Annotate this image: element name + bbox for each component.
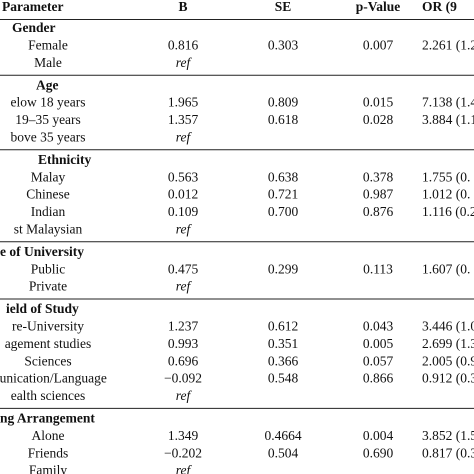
cell-p-value: 0.005 xyxy=(363,336,394,351)
cell-b: 1.349 xyxy=(168,428,199,443)
row-label: st Malaysian xyxy=(14,221,83,236)
cell-p-value: 0.987 xyxy=(363,187,394,202)
cell-b: −0.202 xyxy=(164,445,202,460)
row-label: Alone xyxy=(32,428,65,443)
cell-b: −0.092 xyxy=(164,371,202,386)
cell-se: 0.4664 xyxy=(264,428,301,443)
cell-p-value: 0.057 xyxy=(363,353,394,368)
row-label: Malay xyxy=(31,169,66,184)
cell-b: 0.475 xyxy=(168,261,199,276)
row-label: 19–35 years xyxy=(15,112,81,127)
cell-p-value: 0.866 xyxy=(363,371,394,386)
row-label: Public xyxy=(31,261,66,276)
cell-p-value: 0.007 xyxy=(363,37,394,52)
cell-or: 3.884 (1.1 xyxy=(422,112,474,127)
cell-b: ref xyxy=(176,221,193,236)
cell-or: 3.852 (1.5 xyxy=(422,428,474,443)
header-parameter: Parameter xyxy=(2,0,63,14)
cell-b: 1.237 xyxy=(168,318,199,333)
cell-se: 0.618 xyxy=(268,112,299,127)
cell-se: 0.366 xyxy=(268,353,299,368)
section-title: Ethnicity xyxy=(38,152,92,167)
row-label: munication/Language xyxy=(0,371,107,386)
row-label: bove 35 years xyxy=(11,129,86,144)
section-title: ield of Study xyxy=(6,301,79,316)
cell-or: 2.005 (0.9 xyxy=(422,353,474,368)
cell-se: 0.299 xyxy=(268,261,299,276)
cell-b: 0.696 xyxy=(168,353,199,368)
cell-p-value: 0.015 xyxy=(363,95,394,110)
cell-se: 0.303 xyxy=(268,37,299,52)
cell-or: 3.446 (1.0 xyxy=(422,318,474,333)
row-label: Friends xyxy=(28,445,69,460)
cell-or: 0.912 (0.3 xyxy=(422,371,474,386)
section-title: ng Arrangement xyxy=(0,410,95,425)
cell-p-value: 0.028 xyxy=(363,112,394,127)
cell-p-value: 0.876 xyxy=(363,204,394,219)
cell-se: 0.809 xyxy=(268,95,299,110)
row-label: Indian xyxy=(31,204,66,219)
cell-p-value: 0.113 xyxy=(363,261,393,276)
cell-se: 0.612 xyxy=(268,318,298,333)
cell-or: 7.138 (1.4( xyxy=(422,95,474,110)
cell-or: 1.012 (0. xyxy=(422,187,470,202)
header-or: OR (9 xyxy=(422,0,457,14)
row-label: Chinese xyxy=(26,187,70,202)
row-label: Sciences xyxy=(24,353,71,368)
cell-or: 2.699 (1.3 xyxy=(422,336,474,351)
row-label: agement studies xyxy=(5,336,92,351)
cell-b: ref xyxy=(176,129,193,144)
cell-b: 1.357 xyxy=(168,112,199,127)
cell-p-value: 0.378 xyxy=(363,169,394,184)
cell-b: 1.965 xyxy=(168,95,199,110)
cell-b: ref xyxy=(176,279,193,294)
cell-b: 0.993 xyxy=(168,336,199,351)
header-p-value: p-Value xyxy=(356,0,401,14)
cell-se: 0.504 xyxy=(268,445,299,460)
header-b: B xyxy=(178,0,187,14)
row-label: Family xyxy=(29,463,68,474)
row-label: Female xyxy=(28,37,68,52)
cell-b: 0.012 xyxy=(168,187,198,202)
header-se: SE xyxy=(275,0,292,14)
cell-p-value: 0.043 xyxy=(363,318,394,333)
section-title: Gender xyxy=(12,20,56,35)
cell-or: 1.755 (0. xyxy=(422,169,470,184)
row-label: re-University xyxy=(12,318,84,333)
cell-se: 0.700 xyxy=(268,204,299,219)
cell-b: 0.563 xyxy=(168,169,199,184)
section-title: e of University xyxy=(0,244,84,259)
row-label: Private xyxy=(29,279,67,294)
cell-p-value: 0.690 xyxy=(363,445,394,460)
cell-se: 0.351 xyxy=(268,336,298,351)
cell-b: ref xyxy=(176,463,193,474)
cell-b: 0.109 xyxy=(168,204,199,219)
section-title: Age xyxy=(36,77,59,92)
cell-p-value: 0.004 xyxy=(363,428,394,443)
cell-b: 0.816 xyxy=(168,37,199,52)
cell-se: 0.638 xyxy=(268,169,299,184)
cell-or: 1.607 (0. xyxy=(422,261,470,276)
row-label: Male xyxy=(34,55,62,70)
row-label: elow 18 years xyxy=(11,95,86,110)
cell-or: 0.817 (0.3 xyxy=(422,445,474,460)
cell-se: 0.721 xyxy=(268,187,298,202)
cell-b: ref xyxy=(176,388,193,403)
cell-or: 2.261 (1.2 xyxy=(422,37,474,52)
cell-b: ref xyxy=(176,55,193,70)
cell-or: 1.116 (0.2 xyxy=(422,204,474,219)
row-label: ealth sciences xyxy=(11,388,86,403)
cell-se: 0.548 xyxy=(268,371,299,386)
